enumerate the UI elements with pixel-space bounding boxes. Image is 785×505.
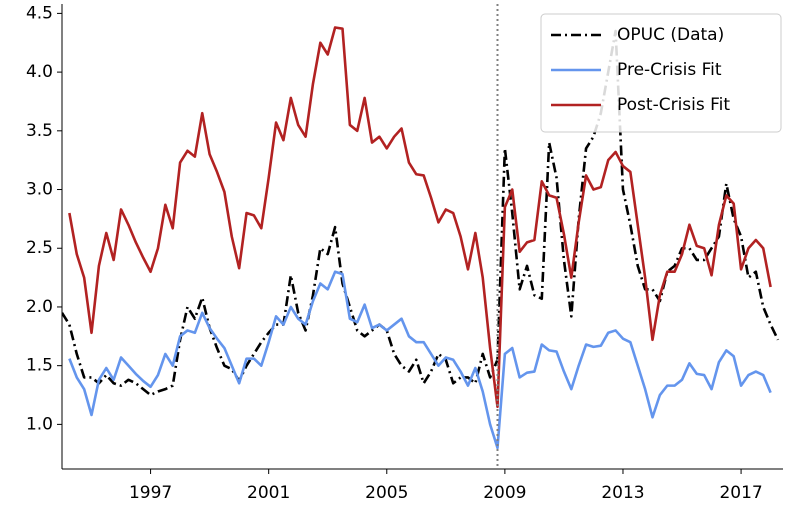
y-tick-label: 2.0 xyxy=(26,297,53,317)
y-tick-label: 4.5 xyxy=(26,3,53,23)
series-line xyxy=(68,270,772,450)
legend-label: Pre-Crisis Fit xyxy=(617,60,722,80)
y-tick-label: 1.0 xyxy=(26,414,53,434)
x-tick-label: 2017 xyxy=(719,483,762,503)
x-tick-label: 2009 xyxy=(483,483,526,503)
y-tick-label: 1.5 xyxy=(26,356,53,376)
y-tick-label: 4.0 xyxy=(26,62,53,82)
y-tick-label: 2.5 xyxy=(26,238,53,258)
legend-label: Post-Crisis Fit xyxy=(617,95,730,115)
x-tick-label: 2005 xyxy=(365,483,408,503)
legend-box xyxy=(540,13,782,133)
y-tick-label: 3.0 xyxy=(26,180,53,200)
plot-area xyxy=(62,26,780,450)
x-tick-label: 2013 xyxy=(601,483,644,503)
legend-label: OPUC (Data) xyxy=(617,25,724,45)
series-line xyxy=(68,26,772,409)
x-tick-label: 1997 xyxy=(129,483,172,503)
x-tick-label: 2001 xyxy=(247,483,290,503)
y-tick-label: 3.5 xyxy=(26,121,53,141)
